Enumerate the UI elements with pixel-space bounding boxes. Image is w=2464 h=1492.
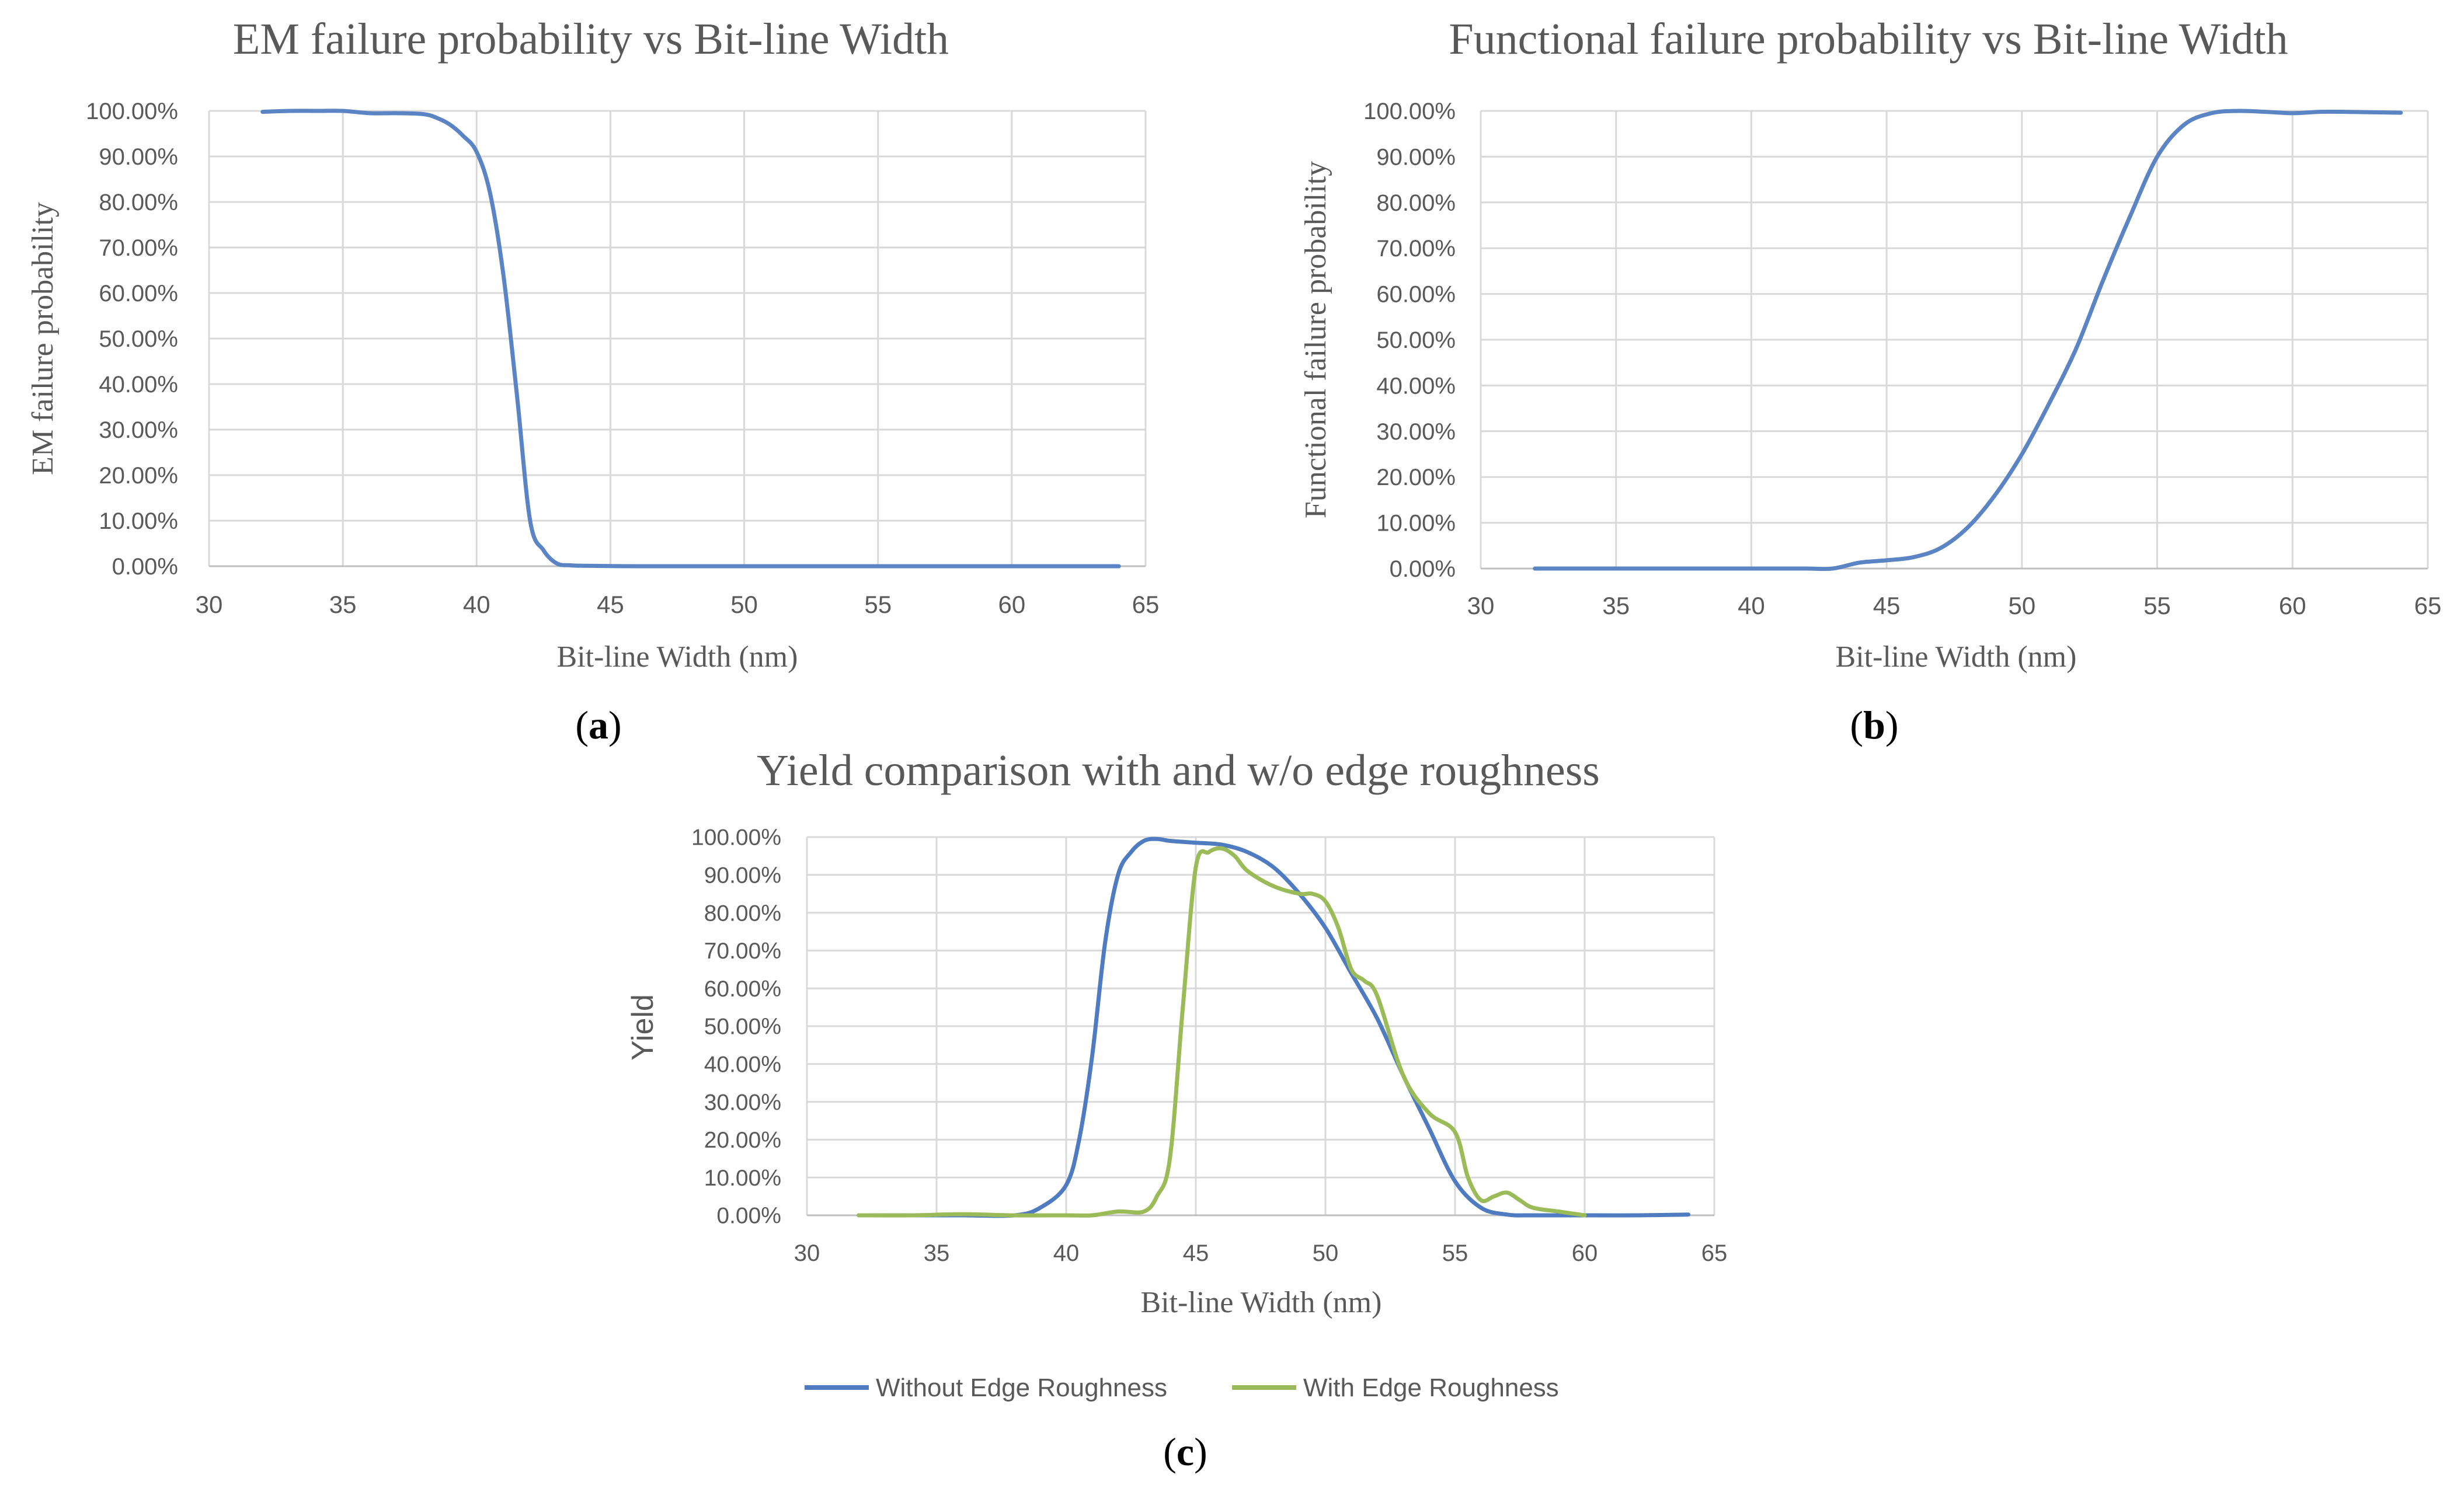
series-line-em-failure-probability: [260, 109, 1121, 569]
x-tick-label: 55: [1442, 1240, 1468, 1266]
series-line-with-edge-roughness: [857, 846, 1587, 1218]
x-tick-label: 60: [998, 591, 1025, 618]
legend-label-without-edge-roughness: Without Edge Roughness: [876, 1374, 1167, 1402]
y-tick-label: 90.00%: [1376, 144, 1456, 170]
x-tick-label: 45: [597, 591, 624, 618]
panel-label-close: ): [1194, 1430, 1207, 1474]
panel-label: (a): [575, 703, 621, 747]
panel-label-open: (: [1850, 703, 1863, 747]
panel-label-close: ): [1885, 703, 1899, 747]
y-axis-title: Yield: [626, 994, 660, 1061]
x-tick-label: 30: [794, 1240, 820, 1266]
y-tick-label: 70.00%: [1376, 236, 1456, 262]
y-tick-label: 80.00%: [704, 901, 781, 926]
y-tick-label: 50.00%: [99, 326, 178, 352]
y-tick-label: 0.00%: [112, 554, 178, 580]
y-tick-label: 20.00%: [1376, 465, 1456, 490]
panel-label-open: (: [575, 703, 589, 747]
x-tick-label: 65: [2414, 592, 2442, 619]
y-tick-label: 50.00%: [704, 1015, 781, 1040]
y-tick-label: 100.00%: [1363, 99, 1456, 124]
y-tick-label: 90.00%: [99, 144, 178, 170]
chart-panel-c: Yield comparison with and w/o edge rough…: [626, 746, 1727, 1474]
x-tick-label: 35: [1602, 592, 1630, 619]
y-tick-label: 40.00%: [704, 1052, 781, 1077]
panel-label-open: (: [1163, 1430, 1177, 1474]
legend-label-with-edge-roughness: With Edge Roughness: [1303, 1374, 1559, 1402]
x-axis-title: Bit-line Width (nm): [1836, 640, 2077, 674]
x-tick-label: 45: [1873, 592, 1901, 619]
x-tick-label: 35: [329, 591, 357, 618]
chart-panel-a: EM failure probability vs Bit-line Width…: [26, 15, 1159, 747]
x-tick-label: 65: [1701, 1240, 1728, 1266]
x-tick-label: 40: [1738, 592, 1765, 619]
chart-title: EM failure probability vs Bit-line Width: [233, 15, 949, 64]
x-axis-title: Bit-line Width (nm): [1141, 1286, 1382, 1319]
chart-panel-b: Functional failure probability vs Bit-li…: [1299, 15, 2441, 747]
x-tick-label: 50: [1313, 1240, 1339, 1266]
y-tick-label: 60.00%: [704, 977, 781, 1002]
x-tick-label: 60: [1572, 1240, 1598, 1266]
y-tick-label: 20.00%: [704, 1128, 781, 1153]
panel-label-letter: a: [589, 703, 608, 747]
y-tick-label: 10.00%: [704, 1166, 781, 1191]
panel-label-letter: c: [1177, 1430, 1194, 1474]
y-tick-label: 10.00%: [99, 508, 178, 534]
y-tick-label: 40.00%: [99, 372, 178, 398]
panel-label-close: ): [608, 703, 622, 747]
y-tick-label: 60.00%: [99, 281, 178, 306]
y-tick-label: 100.00%: [691, 825, 781, 850]
series-line-functional-failure-probability: [1533, 109, 2403, 571]
x-tick-label: 50: [730, 591, 758, 618]
y-tick-label: 20.00%: [99, 463, 178, 489]
y-tick-label: 50.00%: [1376, 327, 1456, 353]
x-tick-label: 40: [463, 591, 490, 618]
y-tick-label: 70.00%: [99, 235, 178, 261]
x-tick-label: 50: [2008, 592, 2035, 619]
y-tick-label: 10.00%: [1376, 511, 1456, 536]
panel-label: (c): [1163, 1430, 1207, 1474]
x-tick-label: 40: [1053, 1240, 1080, 1266]
x-tick-label: 55: [864, 591, 892, 618]
y-tick-label: 0.00%: [716, 1204, 781, 1229]
y-tick-label: 80.00%: [1376, 190, 1456, 216]
y-axis-title: EM failure probability: [26, 202, 60, 475]
x-tick-label: 60: [2279, 592, 2306, 619]
y-tick-label: 80.00%: [99, 190, 178, 215]
x-tick-label: 30: [1467, 592, 1495, 619]
x-tick-label: 35: [924, 1240, 950, 1266]
y-tick-label: 0.00%: [1390, 556, 1456, 582]
x-tick-label: 55: [2143, 592, 2171, 619]
x-axis-title: Bit-line Width (nm): [557, 640, 798, 674]
x-tick-label: 65: [1132, 591, 1160, 618]
y-tick-label: 70.00%: [704, 939, 781, 964]
x-tick-label: 45: [1183, 1240, 1209, 1266]
chart-title: Yield comparison with and w/o edge rough…: [757, 746, 1600, 795]
y-tick-label: 60.00%: [1376, 282, 1456, 308]
y-tick-label: 100.00%: [86, 99, 178, 124]
y-tick-label: 30.00%: [704, 1090, 781, 1115]
y-tick-label: 30.00%: [99, 417, 178, 443]
y-tick-label: 40.00%: [1376, 373, 1456, 399]
chart-title: Functional failure probability vs Bit-li…: [1449, 15, 2288, 64]
panel-label: (b): [1850, 703, 1898, 747]
y-axis-title: Functional failure probability: [1299, 161, 1332, 518]
y-tick-label: 30.00%: [1376, 419, 1456, 445]
series-line-without-edge-roughness: [857, 836, 1691, 1218]
panel-label-letter: b: [1863, 703, 1885, 747]
y-tick-label: 90.00%: [704, 863, 781, 888]
x-tick-label: 30: [196, 591, 223, 618]
